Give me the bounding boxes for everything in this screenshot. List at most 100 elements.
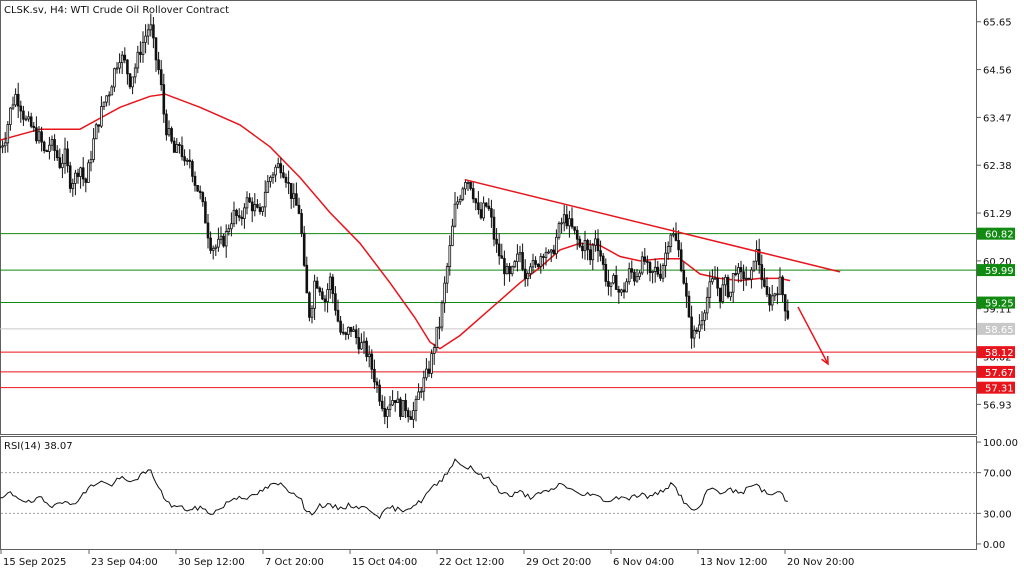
candle-body [224, 231, 228, 247]
candle [536, 262, 540, 269]
rsi-tick-label-3: 0.00 [983, 540, 1005, 551]
candle-body [230, 223, 233, 230]
candle-body [354, 329, 358, 339]
candle [695, 327, 699, 335]
candle [266, 175, 270, 193]
candle [755, 240, 758, 270]
candle [453, 192, 457, 228]
price-tick-label-0: 65.65 [983, 18, 1012, 29]
candle [53, 134, 56, 161]
candle [687, 290, 691, 318]
candle-body [0, 146, 2, 149]
candle [458, 194, 462, 205]
candle [396, 391, 400, 403]
candle [328, 272, 332, 299]
level-label-box-2 [977, 296, 1015, 309]
candle-body [669, 234, 673, 247]
candle-body [477, 202, 480, 210]
candle-body [89, 159, 93, 164]
candle-body [235, 209, 238, 217]
candle [3, 132, 7, 154]
candle [739, 260, 743, 283]
candle-body [500, 255, 504, 259]
candle [640, 251, 644, 276]
candle-body [438, 326, 441, 329]
level-label-box-5 [977, 365, 1015, 378]
candle-body [42, 141, 46, 152]
candle [308, 291, 311, 322]
candle [721, 277, 725, 304]
candle [427, 360, 431, 378]
candle-body [425, 368, 428, 379]
candle [94, 122, 98, 140]
candle [635, 268, 639, 283]
candle [757, 238, 761, 274]
candle [271, 171, 275, 184]
candle [783, 293, 787, 322]
candle [542, 253, 545, 270]
candle [315, 276, 319, 290]
candle-body [620, 289, 623, 293]
time-tick-label-6: 29 Oct 20:00 [526, 557, 591, 568]
candle [469, 181, 472, 191]
candle-body [113, 68, 116, 88]
candle-body [100, 106, 103, 127]
candle-body [711, 278, 714, 283]
candle-body [713, 277, 717, 280]
candle-body [638, 272, 641, 277]
candle-body [752, 260, 756, 271]
candle-body [456, 201, 459, 205]
candle-body [464, 182, 467, 190]
candle-body [401, 400, 405, 417]
candle [692, 325, 696, 348]
candle [531, 253, 535, 274]
candle-body [573, 226, 576, 231]
time-axis: 15 Sep 2025 23 Sep 04:00 30 Sep 12:00 7 Oct… [0, 549, 854, 568]
candle-body [27, 116, 30, 120]
level-label-0: 60.82 [985, 230, 1014, 241]
candle [487, 198, 491, 211]
level-label-box-0 [977, 227, 1015, 240]
candle-body [578, 238, 582, 247]
candle-body [318, 287, 322, 293]
time-tick-label-3: 7 Oct 20:00 [265, 557, 324, 568]
candle [230, 212, 233, 237]
candle [386, 406, 389, 429]
candle-body [209, 237, 212, 251]
candle [432, 343, 436, 365]
candle-body [313, 280, 316, 309]
candle [198, 185, 202, 200]
candle [289, 182, 293, 209]
candle [146, 23, 150, 45]
rsi-line [0, 458, 788, 520]
candle-body [469, 181, 472, 189]
candle [591, 242, 595, 271]
candle-body [414, 398, 418, 411]
candle [474, 197, 478, 211]
candle [698, 314, 701, 339]
candle-body [219, 235, 223, 240]
candle [120, 51, 124, 75]
candle [685, 277, 688, 308]
candle [362, 331, 366, 355]
candle-body [237, 215, 241, 218]
candle [115, 62, 119, 74]
candle-body [622, 289, 626, 293]
candle [178, 142, 181, 154]
price-candles [0, 13, 790, 429]
candle [718, 287, 722, 309]
candle [79, 166, 82, 189]
candle [172, 137, 176, 153]
candle-body [227, 228, 231, 232]
rsi-plot-frame [0, 436, 977, 550]
candle [14, 88, 17, 108]
level-label-6: 57.31 [985, 384, 1014, 395]
candle-body [594, 238, 597, 246]
candle-body [643, 256, 647, 262]
candle-body [61, 162, 64, 168]
candle-body [360, 342, 363, 350]
candle-body [344, 332, 348, 335]
candle-body [180, 145, 184, 158]
candle-body [48, 144, 51, 152]
candle-body [721, 284, 725, 302]
